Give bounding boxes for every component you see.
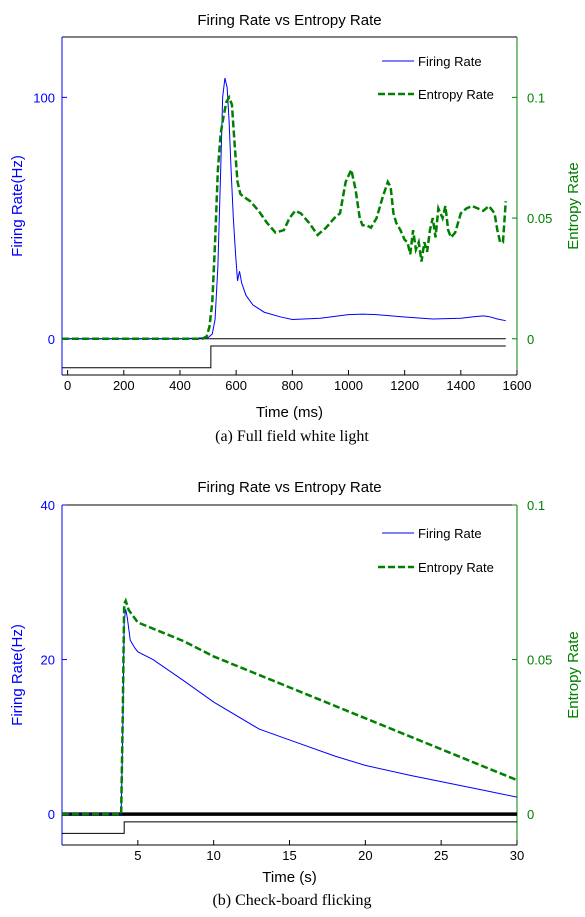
x-axis-label: Time (ms) [256, 404, 323, 421]
y-right-tick-label: 0 [527, 807, 534, 822]
x-tick-label: 30 [510, 848, 524, 863]
x-tick-label: 10 [206, 848, 220, 863]
y-left-tick-label: 0 [48, 332, 55, 347]
y-left-tick-label: 40 [41, 498, 55, 513]
y-axis-right-label: Entropy Rate [565, 631, 582, 719]
y-left-tick-label: 20 [41, 653, 55, 668]
x-tick-label: 1000 [334, 378, 363, 393]
y-right-tick-label: 0.05 [527, 211, 552, 226]
x-tick-label: 0 [64, 378, 71, 393]
x-tick-label: 600 [225, 378, 247, 393]
legend-entropy-label: Entropy Rate [418, 560, 494, 575]
y-right-tick-label: 0.1 [527, 90, 545, 105]
figure-caption: (b) Check-board flicking [212, 892, 371, 909]
chart-panel-1 [61, 36, 518, 376]
legend-entropy-label: Entropy Rate [418, 87, 494, 102]
entropy-rate-line [62, 94, 508, 341]
chart-title: Firing Rate vs Entropy Rate [197, 12, 381, 29]
y-axis-left-label: Firing Rate(Hz) [9, 155, 26, 257]
x-tick-label: 800 [281, 378, 303, 393]
x-tick-label: 400 [169, 378, 191, 393]
x-tick-label: 5 [134, 848, 141, 863]
figure-caption: (a) Full field white light [215, 428, 369, 445]
stimulus-step-line [62, 345, 506, 369]
y-left-tick-label: 0 [48, 807, 55, 822]
y-right-tick-label: 0 [527, 332, 534, 347]
y-axis-left-label: Firing Rate(Hz) [9, 624, 26, 726]
y-left-tick-label: 100 [33, 90, 55, 105]
x-tick-label: 1200 [390, 378, 419, 393]
chart-panel-2 [61, 504, 518, 846]
y-axis-right-label: Entropy Rate [565, 162, 582, 250]
stimulus-step-line [62, 821, 517, 834]
y-right-tick-label: 0.05 [527, 653, 552, 668]
x-tick-label: 1600 [503, 378, 532, 393]
chart-title: Firing Rate vs Entropy Rate [197, 479, 381, 496]
x-tick-label: 25 [434, 848, 448, 863]
x-tick-label: 20 [358, 848, 372, 863]
x-tick-label: 15 [282, 848, 296, 863]
firing-rate-line [62, 609, 518, 815]
legend-firing-label: Firing Rate [418, 526, 482, 541]
firing-rate-line [62, 77, 506, 340]
y-right-tick-label: 0.1 [527, 498, 545, 513]
x-axis-label: Time (s) [262, 869, 316, 886]
entropy-rate-line [62, 597, 518, 816]
x-tick-label: 200 [113, 378, 135, 393]
x-tick-label: 1400 [446, 378, 475, 393]
legend-firing-label: Firing Rate [418, 54, 482, 69]
